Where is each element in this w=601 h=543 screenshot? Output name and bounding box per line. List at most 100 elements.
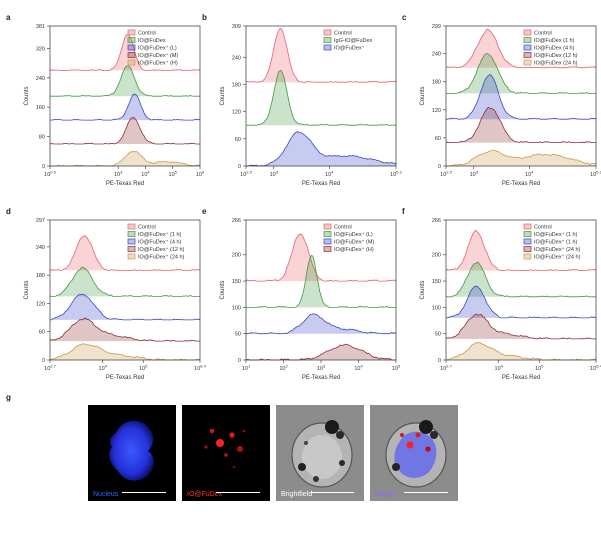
histogram-fill (50, 343, 200, 360)
y-tick-label: 100 (232, 305, 241, 311)
y-tick-label: 0 (238, 358, 241, 364)
legend-swatch (127, 223, 136, 230)
histogram-series-line (245, 254, 396, 308)
histogram-fill (446, 342, 596, 360)
histogram-series-line (445, 28, 597, 69)
y-tick-label: 0 (438, 164, 441, 170)
brightfield-image-drawing (291, 420, 353, 488)
histogram-series-line (50, 93, 201, 121)
merge-image-drawing (385, 420, 447, 488)
x-tick-label: 104 (525, 170, 534, 179)
scale-bar (122, 491, 166, 493)
legend-swatch (323, 223, 332, 230)
x-tick-label: 106.4 (194, 364, 206, 373)
histogram-series-line (50, 150, 201, 167)
legend-swatch (323, 37, 332, 43)
x-tick-label: 102.5 (440, 170, 452, 179)
legend-entry: IO@FuDex⁺ (H) (334, 246, 374, 253)
nucleus-image: Nucleus (88, 405, 176, 501)
merge-image: Merge (370, 405, 458, 501)
legend-entry: IO@FuDex⁺ (L) (138, 45, 177, 52)
y-tick-label: 266 (432, 218, 441, 224)
panel-label: c (402, 13, 407, 22)
histogram-series-line (445, 52, 596, 94)
y-tick-label: 80 (39, 135, 45, 141)
legend-entry: Control (534, 225, 552, 231)
legend-swatch (127, 59, 136, 66)
brightfield-caption: Brightfield (281, 491, 313, 498)
y-tick-label: 50 (235, 332, 241, 338)
y-axis-label: Counts (24, 86, 30, 105)
x-tick-label: 102.7 (44, 364, 56, 373)
panel-label: d (6, 207, 11, 216)
legend-swatch (127, 231, 136, 237)
histogram-series-line (446, 74, 597, 120)
histogram-series-line (49, 33, 201, 71)
x-axis-label: PE-Texas Red (502, 375, 540, 381)
legend-swatch (523, 52, 532, 58)
legend-swatch (127, 44, 136, 51)
y-tick-label: 100 (432, 305, 441, 311)
legend-swatch (523, 231, 532, 237)
histogram-fill (246, 28, 396, 83)
histogram-fill (246, 70, 396, 126)
y-tick-label: 180 (36, 273, 45, 279)
legend-entry: IO@FuDex⁺ (24 h) (138, 254, 185, 261)
legend-swatch (127, 253, 136, 260)
x-tick-label: 106.4 (590, 364, 601, 373)
histogram-fill (50, 65, 200, 97)
histogram-series-line (50, 293, 201, 321)
x-tick-label: 105 (169, 170, 178, 179)
histogram-series-line (446, 149, 596, 167)
histogram-series-line (246, 131, 397, 167)
plot-frame (49, 219, 201, 361)
legend-swatch (523, 29, 532, 36)
legend-entry: Control (334, 31, 352, 37)
legend-swatch (323, 29, 332, 36)
x-tick-label: 103 (114, 170, 123, 179)
histogram-fill (50, 294, 200, 320)
x-tick-label: 104 (99, 364, 108, 373)
io-fudex-caption: IO@FuDex⁺ (187, 491, 226, 498)
histogram-fill (50, 151, 200, 166)
nucleus-caption: Nucleus (93, 491, 119, 498)
histogram-fill (446, 29, 596, 68)
x-tick-label: 103 (317, 364, 326, 373)
y-tick-label: 320 (36, 46, 45, 52)
legend-entry: Control (334, 225, 352, 231)
y-tick-label: 120 (232, 110, 241, 116)
y-tick-label: 240 (232, 55, 241, 61)
legend-swatch (323, 231, 332, 237)
y-tick-label: 180 (432, 80, 441, 86)
histogram-fill (446, 286, 596, 318)
legend-swatch (127, 52, 136, 58)
legend-entry: IO@FuDex⁺ (M) (138, 52, 178, 59)
y-tick-label: 120 (36, 301, 45, 307)
legend-entry: IO@FuDex⁺ (1 h) (138, 231, 181, 238)
x-tick-label: 104 (325, 170, 334, 179)
x-tick-label: 102.5 (240, 170, 252, 179)
y-tick-label: 299 (432, 24, 441, 30)
plot-frame (49, 25, 201, 167)
histogram-series-line (245, 28, 397, 83)
histogram-series-line (49, 235, 201, 271)
legend-swatch (127, 238, 136, 245)
y-tick-label: 160 (36, 105, 45, 111)
io-fudex-image-drawing (204, 428, 246, 469)
x-tick-label: 105.2 (390, 170, 402, 179)
x-axis-label: PE-Texas Red (502, 181, 540, 187)
histogram-panel-c: c 0 60 120 180 240 299 102.5 103 104 105.2 PE-Texas… (402, 13, 601, 187)
y-tick-label: 0 (42, 164, 45, 170)
histogram-panel-a: a 0 80 160 240 320 381 100.5 103 104 105 106 PE-Texa… (6, 13, 205, 187)
plot-frame (245, 25, 397, 167)
legend-entry: IO@FuDex⁺ (1 h) (534, 239, 577, 246)
y-tick-label: 50 (435, 332, 441, 338)
legend-swatch (323, 238, 332, 245)
legend-entry: Control (138, 225, 156, 231)
y-tick-label: 266 (232, 218, 241, 224)
legend-swatch (523, 246, 532, 252)
legend-swatch (523, 238, 532, 245)
histogram-fill (446, 107, 596, 143)
histogram-series-line (246, 313, 397, 335)
histogram-panel-f: f 0 50 100 150 200 266 102.7 104 105 106.4 PE-Texas… (402, 207, 601, 381)
